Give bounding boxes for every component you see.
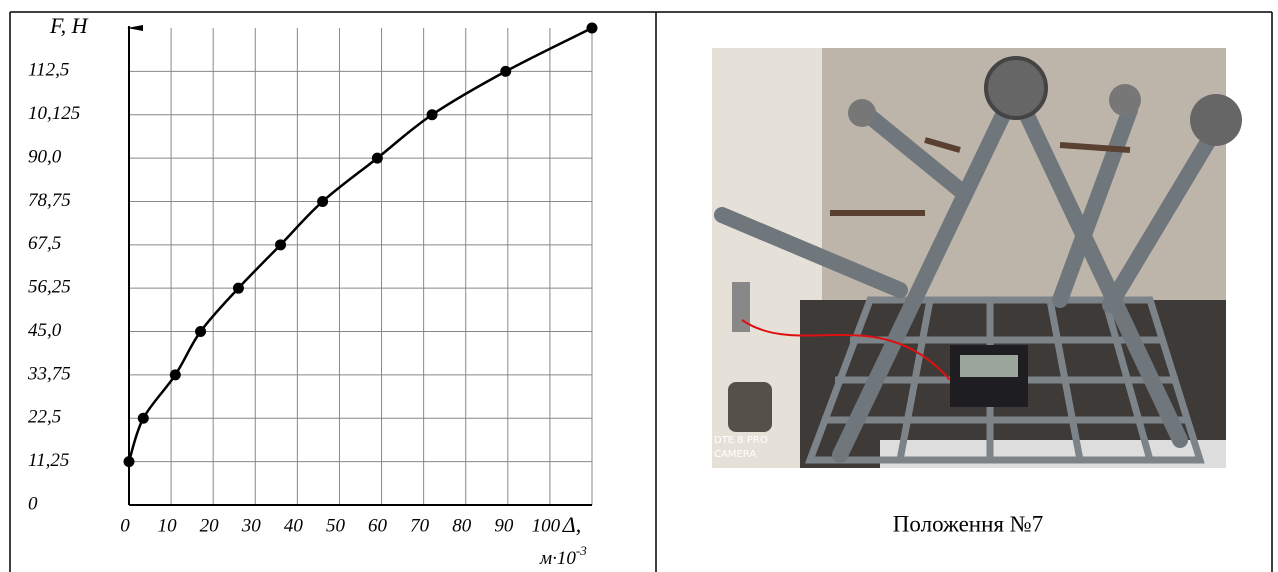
y-tick-label: 22,5 xyxy=(28,407,61,428)
y-tick-label: 90,0 xyxy=(28,146,62,167)
y-tick-label: 112,5 xyxy=(28,60,69,81)
x-tick-label: 0 xyxy=(120,515,130,536)
y-axis-label: F, H xyxy=(49,13,89,38)
y-tick-label: 78,75 xyxy=(28,190,71,211)
point xyxy=(170,369,181,380)
x-tick-label: 80 xyxy=(452,515,472,536)
y-tick-label: 10,125 xyxy=(28,103,80,124)
point xyxy=(195,326,206,337)
page: 0 11,25 22,5 33,75 45,0 56,25 67,5 78,75 90,0 10,… xyxy=(0,0,1278,572)
x-tick-label: 90 xyxy=(494,515,514,536)
y-tick-label: 67,5 xyxy=(28,233,61,254)
caption: Положення №7 xyxy=(893,511,1043,536)
chart: 0 11,25 22,5 33,75 45,0 56,25 67,5 78,75 90,0 10,… xyxy=(27,13,598,569)
x-tick-label: 100 xyxy=(532,515,561,536)
point xyxy=(372,153,383,164)
point xyxy=(233,283,244,294)
y-tick-label: 45,0 xyxy=(28,320,62,341)
weight xyxy=(728,382,772,432)
x-axis-unit-power: -3 xyxy=(576,543,587,558)
dynamometer xyxy=(732,282,750,332)
point xyxy=(427,109,438,120)
pulley xyxy=(848,99,876,127)
point xyxy=(587,23,598,34)
x-axis-label: Δ, xyxy=(562,512,581,537)
point xyxy=(500,66,511,77)
pulley xyxy=(986,58,1046,118)
x-tick-label: 40 xyxy=(284,515,304,536)
x-axis-unit: м·10-3 xyxy=(539,543,587,569)
point xyxy=(275,239,286,250)
watermark: DTE 8 PRO xyxy=(714,435,768,446)
x-tick-label: 50 xyxy=(326,515,346,536)
pulley xyxy=(1109,84,1141,116)
point xyxy=(124,456,135,467)
display-screen xyxy=(960,355,1018,377)
x-tick-label: 60 xyxy=(368,515,388,536)
point xyxy=(317,196,328,207)
y-tick-label: 33,75 xyxy=(27,363,71,384)
y-tick-label: 11,25 xyxy=(28,450,69,471)
y-tick-label: 0 xyxy=(28,493,38,514)
y-tick-label: 56,25 xyxy=(28,277,71,298)
photo: DTE 8 PRO CAMERA xyxy=(712,48,1242,468)
page-svg: 0 11,25 22,5 33,75 45,0 56,25 67,5 78,75 90,0 10,… xyxy=(0,0,1278,572)
watermark: CAMERA xyxy=(714,449,756,460)
x-tick-label: 70 xyxy=(410,515,430,536)
pulley xyxy=(1190,94,1242,146)
point xyxy=(138,413,149,424)
grid xyxy=(129,28,592,505)
x-tick-label: 20 xyxy=(200,515,220,536)
x-tick-label: 10 xyxy=(158,515,178,536)
x-tick-label: 30 xyxy=(241,515,262,536)
x-axis-unit: м·10 xyxy=(539,548,576,569)
